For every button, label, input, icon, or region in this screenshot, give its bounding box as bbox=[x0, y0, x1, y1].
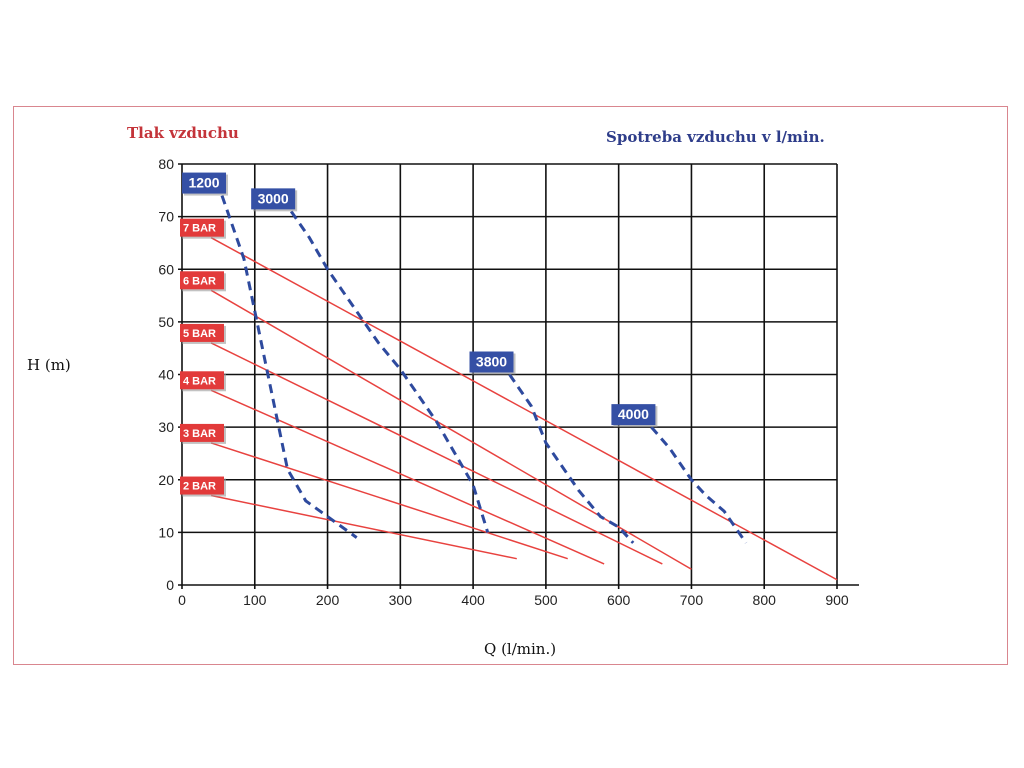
pressure-line bbox=[210, 494, 517, 560]
y-tick-label: 70 bbox=[158, 209, 174, 225]
pressure-badge bbox=[180, 371, 224, 390]
pressure-badge-label: 6 BAR bbox=[183, 275, 216, 287]
consumption-curve bbox=[220, 195, 358, 539]
consumption-badge-label: 4000 bbox=[618, 406, 649, 422]
pressure-line bbox=[210, 442, 568, 560]
x-tick-label: 600 bbox=[607, 592, 631, 608]
pressure-badge-label: 5 BAR bbox=[183, 328, 216, 340]
y-tick-label: 50 bbox=[158, 314, 174, 330]
pressure-badge bbox=[180, 423, 224, 442]
x-tick-label: 500 bbox=[534, 592, 558, 608]
y-tick-label: 60 bbox=[158, 261, 174, 277]
pressure-badge-label: 3 BAR bbox=[183, 428, 216, 440]
consumption-badge bbox=[251, 188, 296, 210]
pressure-badge-label: 4 BAR bbox=[183, 375, 216, 387]
consumption-title: Spotreba vzduchu v l/min. bbox=[606, 128, 825, 146]
x-tick-label: 0 bbox=[178, 592, 186, 608]
y-tick-label: 30 bbox=[158, 419, 174, 435]
x-tick-label: 900 bbox=[825, 592, 849, 608]
pressure-line bbox=[210, 342, 663, 565]
x-tick-label: 700 bbox=[680, 592, 704, 608]
pressure-badge bbox=[180, 218, 224, 237]
pressure-badge bbox=[180, 476, 224, 495]
consumption-badge bbox=[182, 172, 227, 194]
y-tick-label: 80 bbox=[158, 156, 174, 172]
consumption-badge bbox=[611, 404, 656, 426]
y-tick-label: 10 bbox=[158, 524, 174, 540]
consumption-curve bbox=[508, 373, 635, 544]
y-tick-label: 0 bbox=[166, 577, 174, 593]
pressure-badge bbox=[180, 323, 224, 342]
pressure-badge-label: 2 BAR bbox=[183, 481, 216, 493]
consumption-badge-label: 3000 bbox=[258, 190, 289, 206]
pressure-title: Tlak vzduchu bbox=[127, 124, 239, 142]
y-tick-label: 20 bbox=[158, 472, 174, 488]
x-tick-label: 200 bbox=[316, 592, 340, 608]
pressure-badge bbox=[180, 271, 224, 290]
x-tick-label: 300 bbox=[389, 592, 413, 608]
consumption-badge bbox=[469, 351, 514, 373]
y-tick-label: 40 bbox=[158, 367, 174, 383]
consumption-curve bbox=[289, 210, 490, 533]
chart-frame bbox=[13, 106, 1008, 665]
x-axis-label: Q (l/min.) bbox=[484, 640, 557, 658]
x-tick-label: 100 bbox=[243, 592, 267, 608]
consumption-badge-label: 1200 bbox=[188, 175, 219, 191]
consumption-curve bbox=[650, 426, 748, 544]
y-axis-label: H (m) bbox=[27, 356, 71, 374]
x-tick-label: 400 bbox=[461, 592, 485, 608]
consumption-badge-label: 3800 bbox=[476, 354, 507, 370]
pressure-badge-label: 7 BAR bbox=[183, 223, 216, 235]
x-tick-label: 800 bbox=[753, 592, 777, 608]
